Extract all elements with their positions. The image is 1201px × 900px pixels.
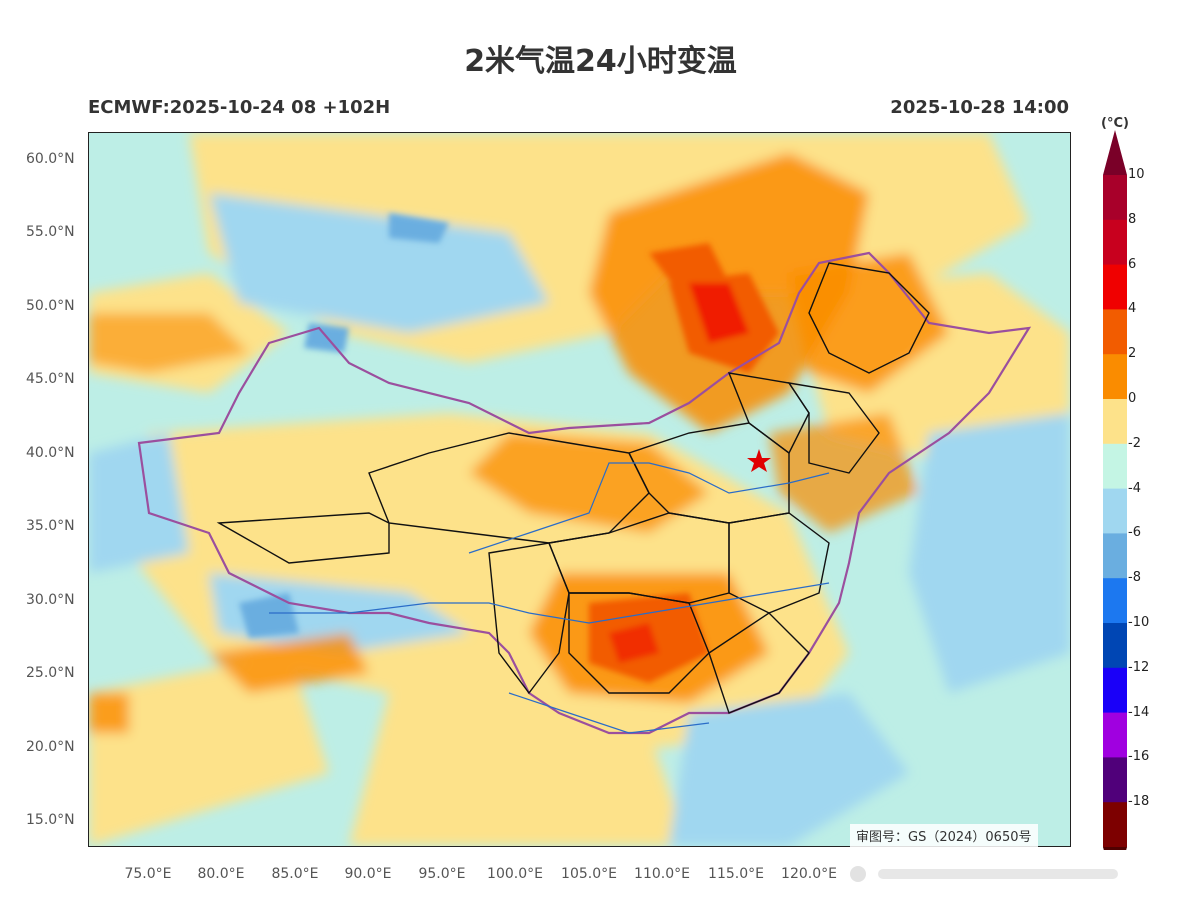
colorbar-tick-label: 6 [1128, 256, 1137, 272]
colorbar-segment [1103, 175, 1127, 221]
colorbar-unit: (°C) [1101, 116, 1129, 131]
watermark [838, 855, 1198, 893]
longitude-label: 75.0°E [124, 866, 172, 882]
longitude-label: 100.0°E [487, 866, 543, 882]
colorbar-segment [1103, 399, 1127, 445]
colorbar-segment [1103, 488, 1127, 534]
colorbar-tick-label: -14 [1128, 704, 1150, 720]
latitude-label: 45.0°N [26, 371, 75, 387]
colorbar-segment [1103, 264, 1127, 310]
colorbar-tick-label: -8 [1128, 570, 1141, 586]
longitude-label: 90.0°E [344, 866, 392, 882]
colorbar-segment [1103, 578, 1127, 624]
latitude-label: 40.0°N [26, 445, 75, 461]
latitude-label: 60.0°N [26, 151, 75, 167]
colorbar-tick-label: -18 [1128, 794, 1150, 810]
latitude-label: 30.0°N [26, 592, 75, 608]
colorbar-tick-label: 2 [1128, 346, 1137, 362]
colorbar-tick-label: -6 [1128, 525, 1141, 541]
colorbar-tick-label: -12 [1128, 659, 1150, 675]
provincial-boundaries [216, 262, 930, 714]
colorbar-segment [1103, 712, 1127, 758]
colorbar-segment [1103, 802, 1127, 848]
longitude-label: 120.0°E [781, 866, 837, 882]
model-run-label: ECMWF:2025-10-24 08 +102H [88, 97, 391, 118]
longitude-label: 110.0°E [634, 866, 690, 882]
colorbar-segment [1103, 354, 1127, 400]
colorbar-tick-label: 4 [1128, 301, 1137, 317]
map-review-number: 审图号：GS（2024）0650号 [850, 824, 1038, 847]
map-canvas [89, 133, 1070, 846]
capital-star-icon [747, 449, 771, 472]
colorbar-segment [1103, 533, 1127, 579]
colorbar-segment [1103, 219, 1127, 266]
latitude-label: 25.0°N [26, 665, 75, 681]
latitude-label: 55.0°N [26, 224, 75, 240]
temperature-change-map [88, 132, 1071, 847]
longitude-label: 85.0°E [271, 866, 319, 882]
latitude-label: 35.0°N [26, 518, 75, 534]
rivers [269, 462, 830, 734]
colorbar-tick-label: -2 [1128, 435, 1141, 451]
colorbar-tick-label: 0 [1128, 391, 1137, 406]
colorbar-tick-label: 8 [1128, 211, 1137, 227]
latitude-label: 15.0°N [26, 812, 75, 828]
longitude-label: 105.0°E [561, 866, 617, 882]
colorbar-tick-label: -16 [1128, 749, 1150, 765]
colorbar-bottom-arrow [1103, 847, 1127, 850]
colorbar-segment [1103, 667, 1127, 714]
colorbar-tick-label: -10 [1128, 615, 1150, 630]
colorbar [1103, 130, 1127, 850]
colorbar-top-arrow [1103, 130, 1127, 175]
temperature-peaks [239, 213, 779, 683]
colorbar-segment [1103, 443, 1127, 490]
latitude-label: 50.0°N [26, 298, 75, 314]
longitude-label: 95.0°E [418, 866, 466, 882]
longitude-label: 115.0°E [708, 866, 764, 882]
colorbar-tick-label: 10 [1128, 167, 1145, 182]
valid-time-label: 2025-10-28 14:00 [890, 97, 1069, 118]
latitude-label: 20.0°N [26, 739, 75, 755]
national-boundary [137, 251, 1032, 735]
longitude-label: 80.0°E [197, 866, 245, 882]
colorbar-segment [1103, 623, 1127, 669]
chart-title: 2米气温24小时变温 [464, 44, 737, 79]
colorbar-tick-label: -4 [1128, 480, 1141, 496]
colorbar-segment [1103, 757, 1127, 803]
colorbar-segment [1103, 309, 1127, 355]
